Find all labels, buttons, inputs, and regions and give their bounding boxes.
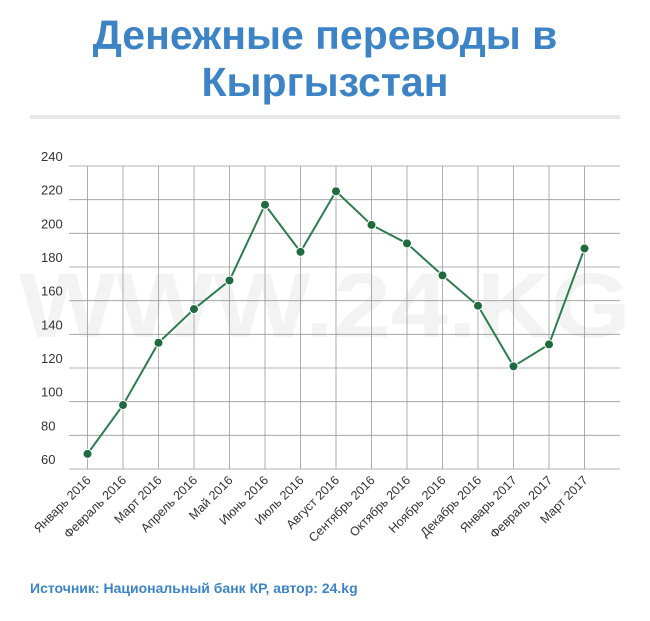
data-point [473,300,483,311]
y-axis: 60 80 100 120 140 160 180 200 220 240 [41,149,63,467]
data-point [544,339,554,350]
y-tick-label: 80 [41,418,55,433]
data-point [366,219,377,230]
source-note: Источник: Национальный банк КР, автор: 2… [30,580,358,596]
data-point [260,199,270,210]
title-divider [30,115,620,119]
data-point [153,337,164,348]
x-tick-label: Февраль 2016 [61,473,129,541]
y-tick-label: 60 [41,452,55,467]
data-point [295,246,306,257]
y-tick-label: 200 [41,216,63,231]
grid-lines [69,165,620,470]
data-point [437,270,448,281]
y-tick-label: 140 [41,317,63,332]
data-series [82,186,590,459]
y-tick-label: 100 [41,385,63,400]
y-tick-label: 240 [41,149,63,164]
data-point [82,448,93,459]
data-point [189,304,199,315]
data-point [402,238,412,249]
y-tick-label: 120 [41,351,63,366]
x-tick-label: Февраль 2017 [487,473,555,541]
y-tick-label: 220 [41,183,63,198]
data-point [579,243,590,254]
y-tick-label: 160 [41,284,63,299]
data-point [118,400,128,411]
watermark-text: WWW.24.KG [19,255,631,357]
data-point [224,275,235,286]
chart-title: Денежные переводы в Кыргызстан [92,12,558,105]
y-tick-label: 180 [41,250,63,265]
data-point [508,361,519,372]
data-point [331,186,341,197]
